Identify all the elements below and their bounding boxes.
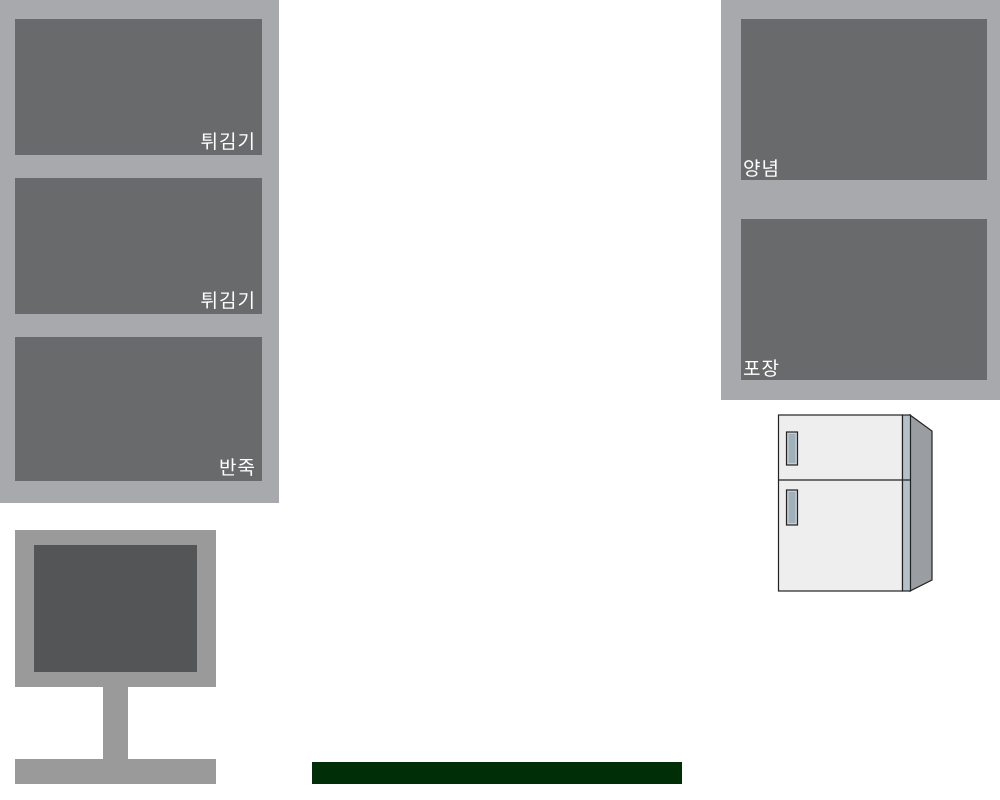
station-fryer-1[interactable]: 튀김기 <box>15 19 262 155</box>
refrigerator-icon[interactable] <box>777 413 935 594</box>
station-label: 양념 <box>743 158 780 180</box>
station-label: 튀김기 <box>200 131 256 153</box>
station-label: 튀김기 <box>200 290 256 312</box>
station-dough[interactable]: 반죽 <box>15 337 262 481</box>
station-label: 반죽 <box>219 457 256 479</box>
serving-counter <box>312 762 682 784</box>
monitor-stand-base <box>15 759 216 784</box>
station-fryer-2[interactable]: 튀김기 <box>15 178 262 314</box>
station-label: 포장 <box>743 358 780 380</box>
monitor-stand-neck <box>103 687 128 759</box>
monitor-icon[interactable] <box>15 530 216 784</box>
station-seasoning[interactable]: 양념 <box>741 19 987 180</box>
station-packaging[interactable]: 포장 <box>741 219 987 380</box>
monitor-screen[interactable] <box>34 545 197 672</box>
